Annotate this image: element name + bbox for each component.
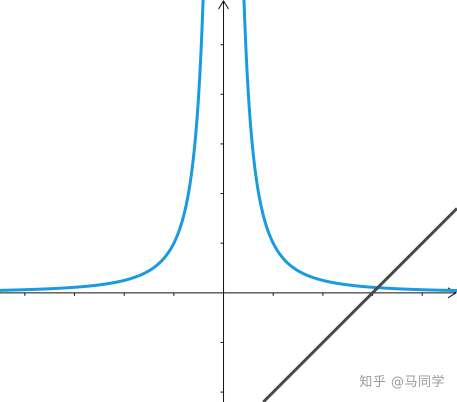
line-series [262,207,457,402]
watermark: 知乎 @马同学 [359,375,445,390]
y-ticks [220,44,224,393]
curve-left-branch [0,0,205,292]
y-axis-arrow [218,0,229,10]
curve-right-branch [242,0,457,293]
